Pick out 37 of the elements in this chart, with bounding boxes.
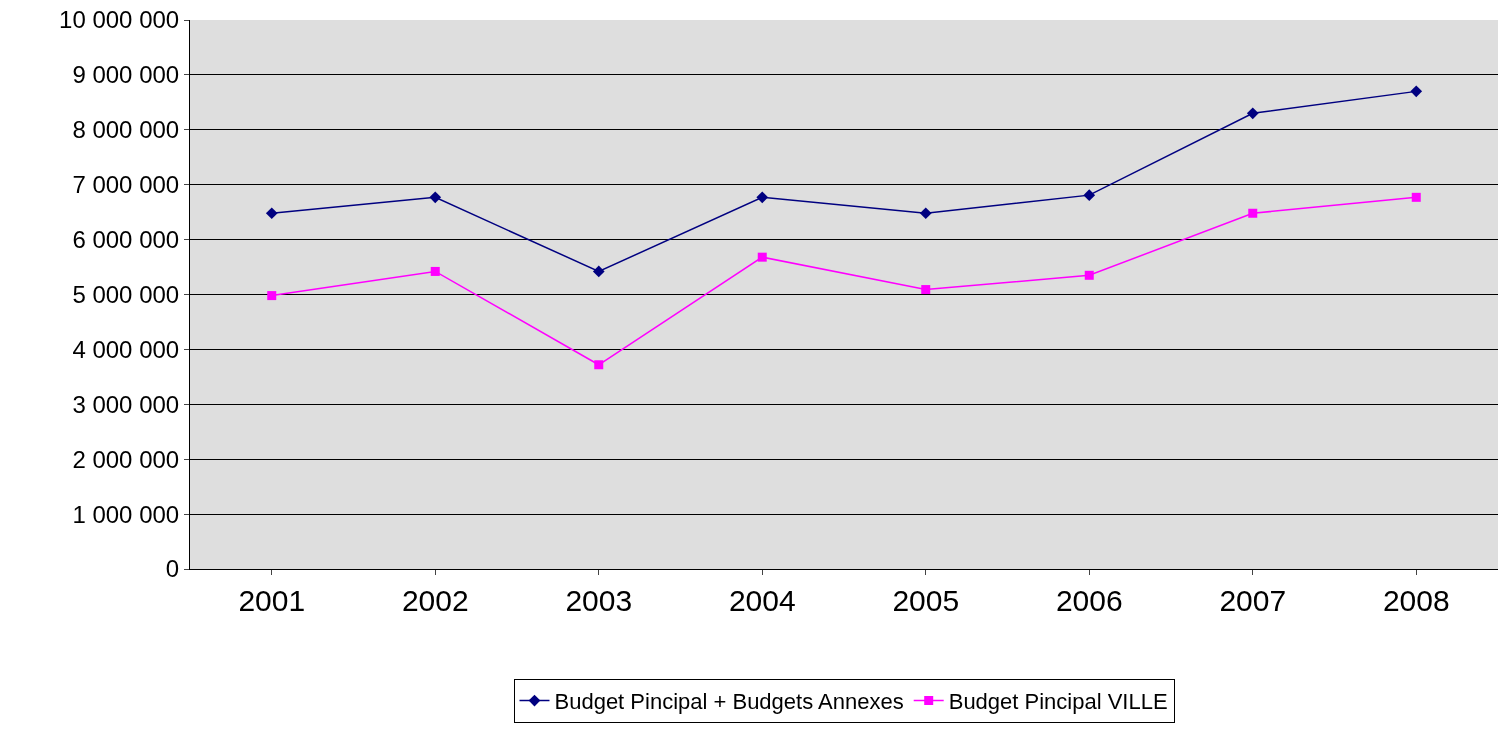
y-tick-label: 0: [165, 555, 180, 583]
point: [1410, 85, 1423, 98]
x-tick-label: 2004: [728, 584, 796, 617]
point: [1246, 107, 1259, 120]
point: [757, 252, 767, 262]
point: [429, 191, 442, 204]
x-tick-label: 2003: [565, 584, 633, 617]
y-tick-label: 1 000 000: [72, 500, 180, 528]
legend-label: Budget Pincipal VILLE: [948, 689, 1168, 715]
point: [430, 266, 440, 276]
point: [1083, 189, 1096, 201]
point: [756, 191, 769, 204]
point: [919, 207, 932, 220]
y-tick-label: 8 000 000: [72, 116, 180, 144]
legend-label: Budget Pincipal + Budgets Annexes: [554, 689, 904, 715]
point: [265, 207, 278, 220]
y-tick-label: 10 000 000: [59, 6, 180, 34]
y-tick-label: 9 000 000: [72, 61, 180, 89]
x-tick-label: 2007: [1219, 584, 1287, 617]
y-tick-label: 7 000 000: [72, 171, 180, 199]
point: [1411, 192, 1421, 202]
point: [1084, 270, 1094, 280]
x-tick-label: 2005: [892, 584, 960, 617]
y-tick-label: 2 000 000: [72, 445, 180, 473]
point: [267, 291, 277, 301]
point: [594, 360, 604, 370]
y-tick-label: 5 000 000: [72, 280, 180, 308]
x-tick-label: 2001: [238, 584, 306, 617]
y-tick-label: 4 000 000: [72, 335, 180, 363]
point: [592, 265, 605, 278]
y-tick-label: 3 000 000: [72, 390, 180, 418]
x-tick-label: 2008: [1382, 584, 1450, 617]
point: [921, 285, 931, 295]
x-tick-label: 2006: [1055, 584, 1123, 617]
x-tick-label: 2002: [401, 584, 469, 617]
y-tick-label: 6 000 000: [72, 226, 180, 253]
point: [1248, 208, 1258, 218]
